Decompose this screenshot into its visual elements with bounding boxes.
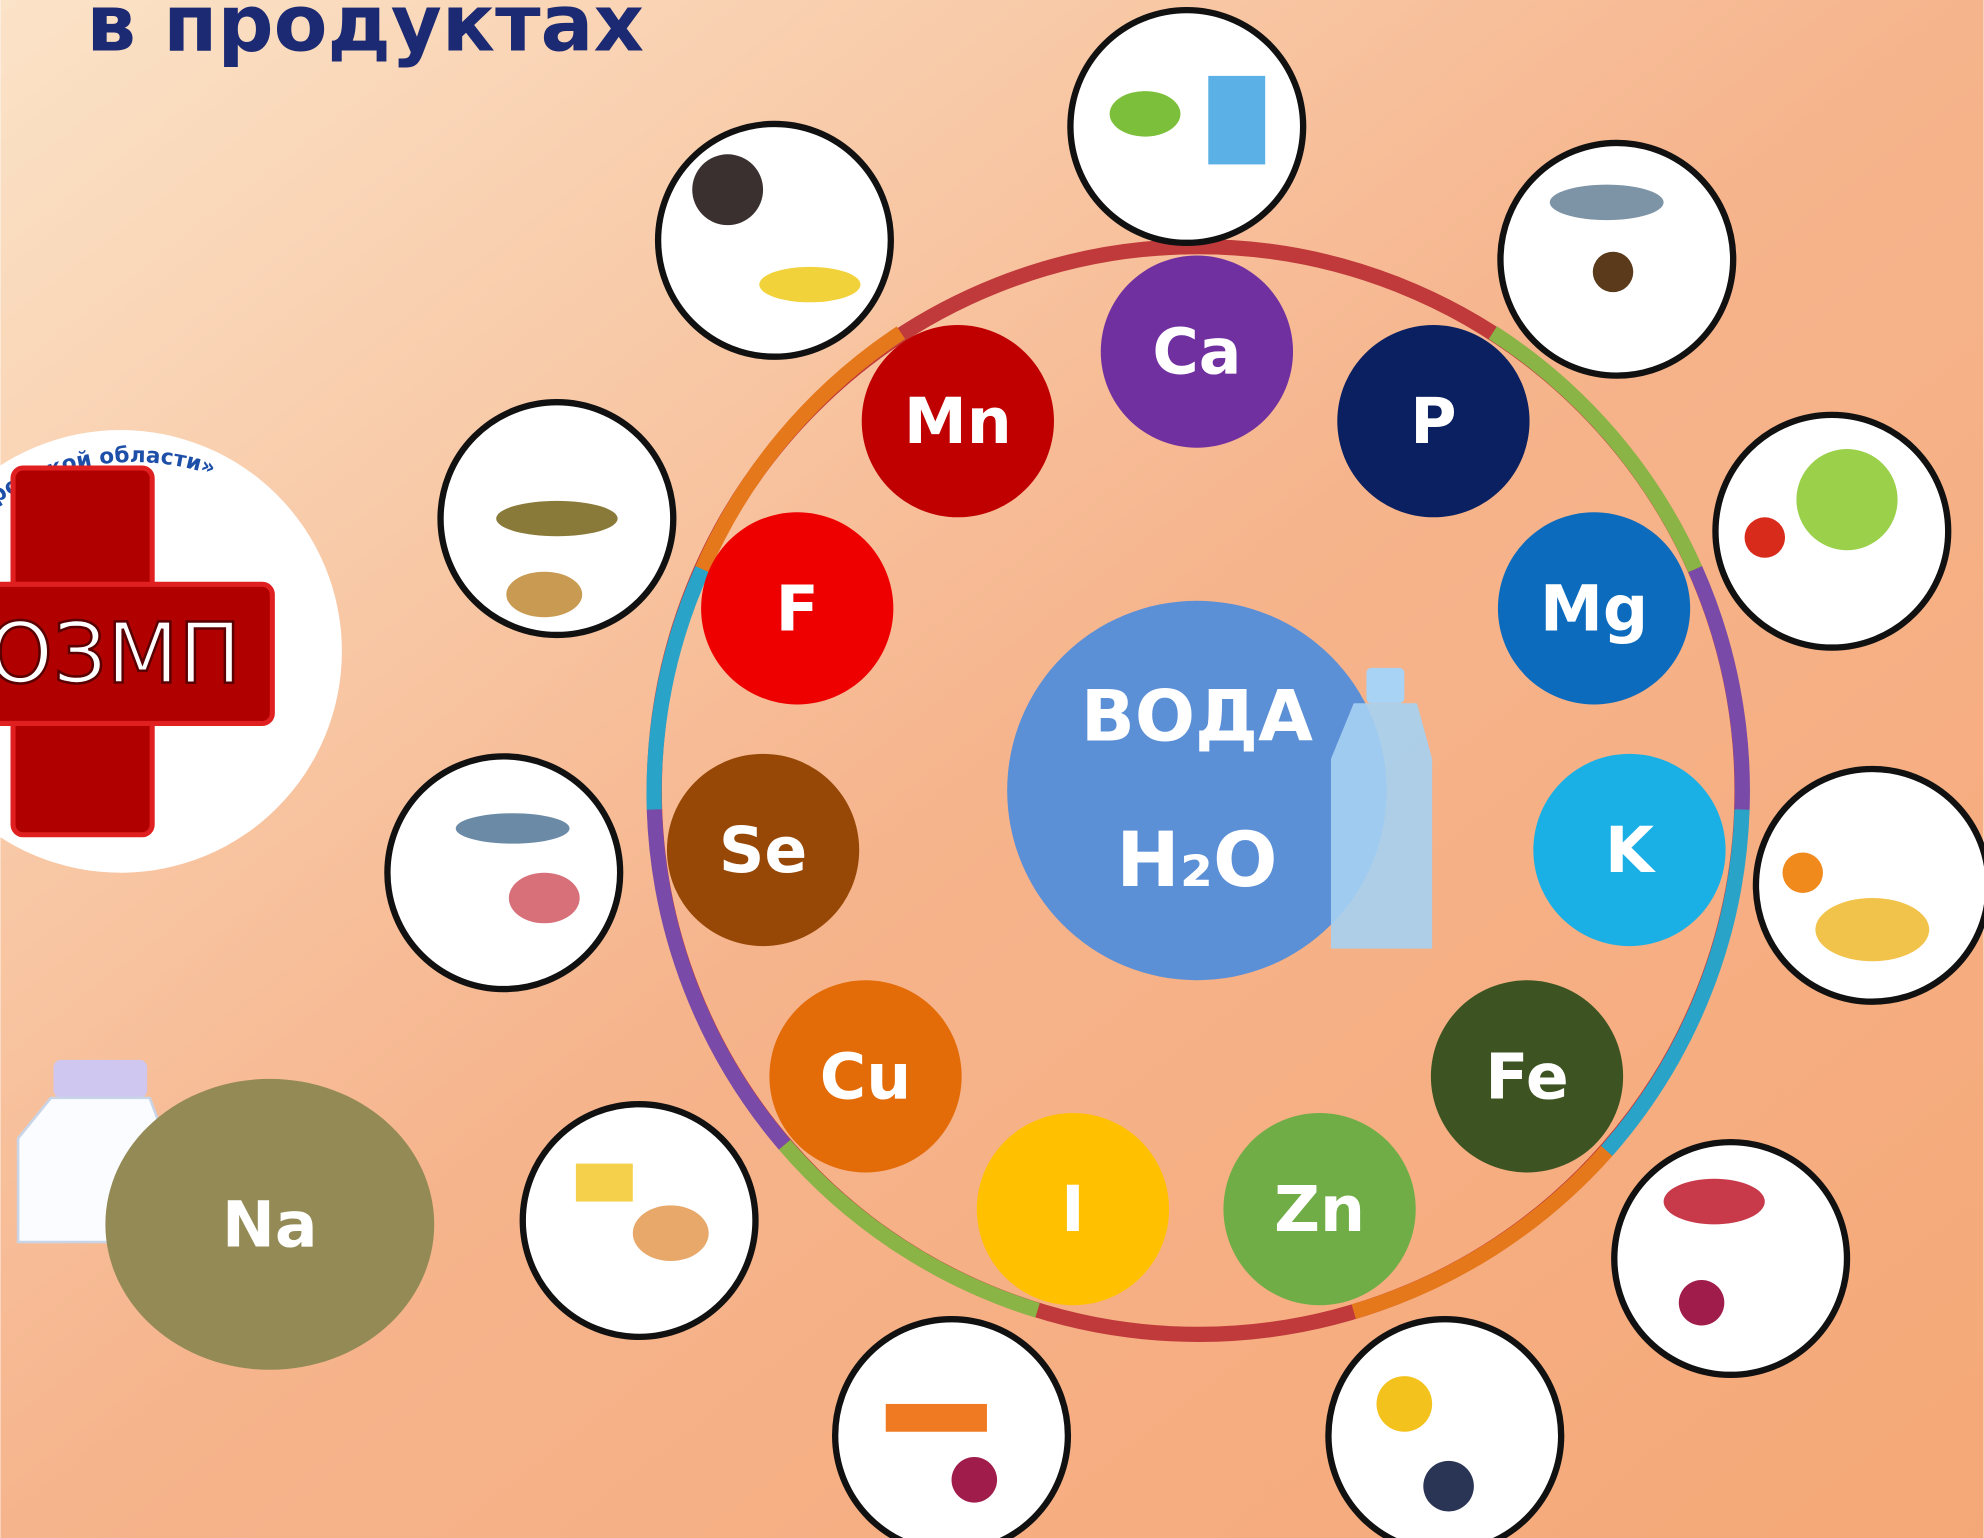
element-label: Cu [820, 1039, 911, 1113]
element-label: I [1061, 1172, 1085, 1246]
logo-label: ОЗМП [0, 605, 241, 702]
food [886, 1404, 987, 1432]
food-circle [1070, 10, 1303, 243]
food [952, 1457, 998, 1503]
element-label: F [776, 571, 819, 645]
element-label: K [1605, 813, 1656, 887]
food [1110, 91, 1181, 137]
water-label: ВОДА [1081, 674, 1313, 757]
title: в продуктах [86, 0, 644, 70]
element-label: Mg [1540, 571, 1648, 645]
element-label: Ca [1152, 315, 1241, 389]
bottle-body [1331, 703, 1432, 948]
food [759, 267, 860, 302]
sodium-label: Na [222, 1187, 318, 1261]
water-circle [1007, 601, 1386, 980]
infographic: в продуктах медицинской профилактики кос… [0, 0, 1984, 1538]
food-circle [658, 124, 891, 357]
food [1783, 852, 1823, 892]
food [509, 873, 580, 924]
food [456, 813, 570, 843]
shaker-cap [54, 1060, 148, 1098]
food [1745, 517, 1785, 557]
element-label: P [1410, 384, 1456, 458]
element-label: Fe [1485, 1039, 1569, 1113]
element-label: Mn [904, 384, 1012, 458]
food [1815, 898, 1929, 961]
food [1377, 1376, 1433, 1432]
food [576, 1164, 633, 1202]
food [496, 501, 617, 536]
food-circle [1614, 1142, 1847, 1375]
food [633, 1205, 709, 1261]
food [506, 572, 582, 618]
element-label: Zn [1274, 1172, 1365, 1246]
food [1664, 1179, 1765, 1225]
food [692, 154, 763, 225]
water-formula: H₂O [1116, 816, 1277, 904]
food [1550, 185, 1664, 220]
food [1208, 76, 1265, 165]
food [1593, 252, 1633, 292]
food [1796, 449, 1897, 550]
food [1423, 1461, 1474, 1512]
food [1679, 1280, 1725, 1326]
element-label: Se [719, 813, 807, 887]
food-circle [387, 756, 620, 989]
bottle-cap [1366, 668, 1404, 703]
